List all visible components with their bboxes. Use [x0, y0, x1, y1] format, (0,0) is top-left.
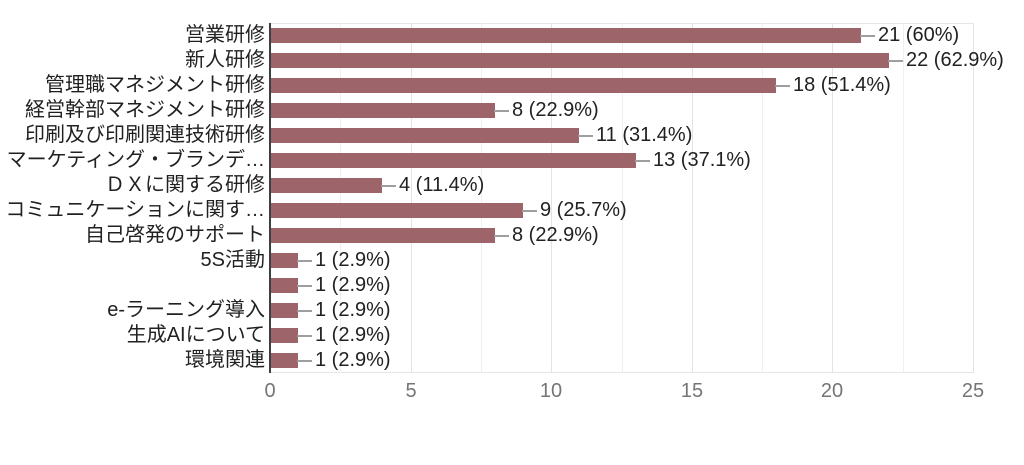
value-label: 1 (2.9%)	[315, 324, 391, 346]
value-label: 13 (37.1%)	[653, 149, 751, 171]
category-label: 管理職マネジメント研修	[45, 74, 265, 96]
minor-gridline	[340, 23, 341, 373]
connector-line	[494, 110, 509, 112]
connector-line	[381, 185, 396, 187]
category-label	[0, 273, 265, 298]
plot-edge-bottom	[270, 372, 973, 373]
connector-line	[297, 335, 312, 337]
connector-line	[775, 85, 790, 87]
minor-gridline	[762, 23, 763, 373]
value-label: 1 (2.9%)	[315, 249, 391, 271]
category-label: コミュニケーションに関す…	[5, 199, 265, 221]
category-label: 新人研修	[185, 49, 265, 71]
value-label: 11 (31.4%)	[596, 124, 693, 146]
bar	[270, 28, 861, 43]
value-label: 4 (11.4%)	[399, 174, 485, 196]
x-tick-label: 25	[961, 380, 985, 402]
connector-line	[297, 360, 312, 362]
bar	[270, 228, 495, 243]
value-label: 22 (62.9%)	[906, 49, 1004, 71]
category-label: マーケティング・ブランデ…	[6, 149, 265, 171]
category-label: 環境関連	[185, 349, 265, 371]
bar	[270, 303, 298, 318]
connector-line	[888, 60, 903, 62]
major-gridline	[832, 23, 833, 373]
y-axis-line	[269, 23, 271, 373]
minor-gridline	[622, 23, 623, 373]
bar	[270, 153, 636, 168]
minor-gridline	[481, 23, 482, 373]
x-tick-label: 15	[680, 380, 704, 402]
category-label: 経営幹部マネジメント研修	[25, 99, 265, 121]
x-tick-label: 0	[264, 380, 276, 402]
plot-edge-top	[270, 23, 973, 24]
bar	[270, 78, 776, 93]
connector-line	[522, 210, 537, 212]
value-label: 8 (22.9%)	[512, 224, 599, 246]
category-label: e-ラーニング導入	[107, 299, 265, 321]
major-gridline	[692, 23, 693, 373]
value-label: 1 (2.9%)	[315, 349, 391, 371]
category-label: 自己啓発のサポート	[85, 224, 265, 246]
category-label: 印刷及び印刷関連技術研修	[25, 124, 265, 146]
connector-line	[578, 135, 593, 137]
category-label: ＤＸに関する研修	[105, 174, 265, 196]
connector-line	[297, 260, 312, 262]
value-label: 1 (2.9%)	[315, 299, 391, 321]
value-label: 1 (2.9%)	[315, 274, 391, 296]
x-tick-label: 10	[539, 380, 563, 402]
connector-line	[494, 235, 509, 237]
value-label: 9 (25.7%)	[540, 199, 627, 221]
bar	[270, 128, 579, 143]
bar	[270, 353, 298, 368]
value-label: 8 (22.9%)	[512, 99, 599, 121]
plot-area: 21 (60%) 22 (62.9%) 18 (51.4%) 8 (22.9%) 11 …	[269, 23, 1004, 373]
connector-line	[297, 310, 312, 312]
bar	[270, 53, 889, 68]
category-label: 5S活動	[200, 249, 265, 271]
connector-line	[860, 35, 875, 37]
bar	[270, 203, 523, 218]
bar	[270, 328, 298, 343]
major-gridline	[973, 23, 974, 373]
bar	[270, 278, 298, 293]
connector-line	[635, 160, 650, 162]
x-tick-label: 20	[820, 380, 844, 402]
bar	[270, 178, 382, 193]
connector-line	[297, 285, 312, 287]
x-tick-label: 5	[405, 380, 417, 402]
major-gridline	[411, 23, 412, 373]
value-label: 18 (51.4%)	[793, 74, 891, 96]
minor-gridline	[903, 23, 904, 373]
bar	[270, 253, 298, 268]
bar	[270, 103, 495, 118]
category-label: 営業研修	[185, 24, 265, 46]
category-label: 生成AIについて	[126, 324, 265, 346]
major-gridline	[551, 23, 552, 373]
value-label: 21 (60%)	[878, 24, 960, 46]
